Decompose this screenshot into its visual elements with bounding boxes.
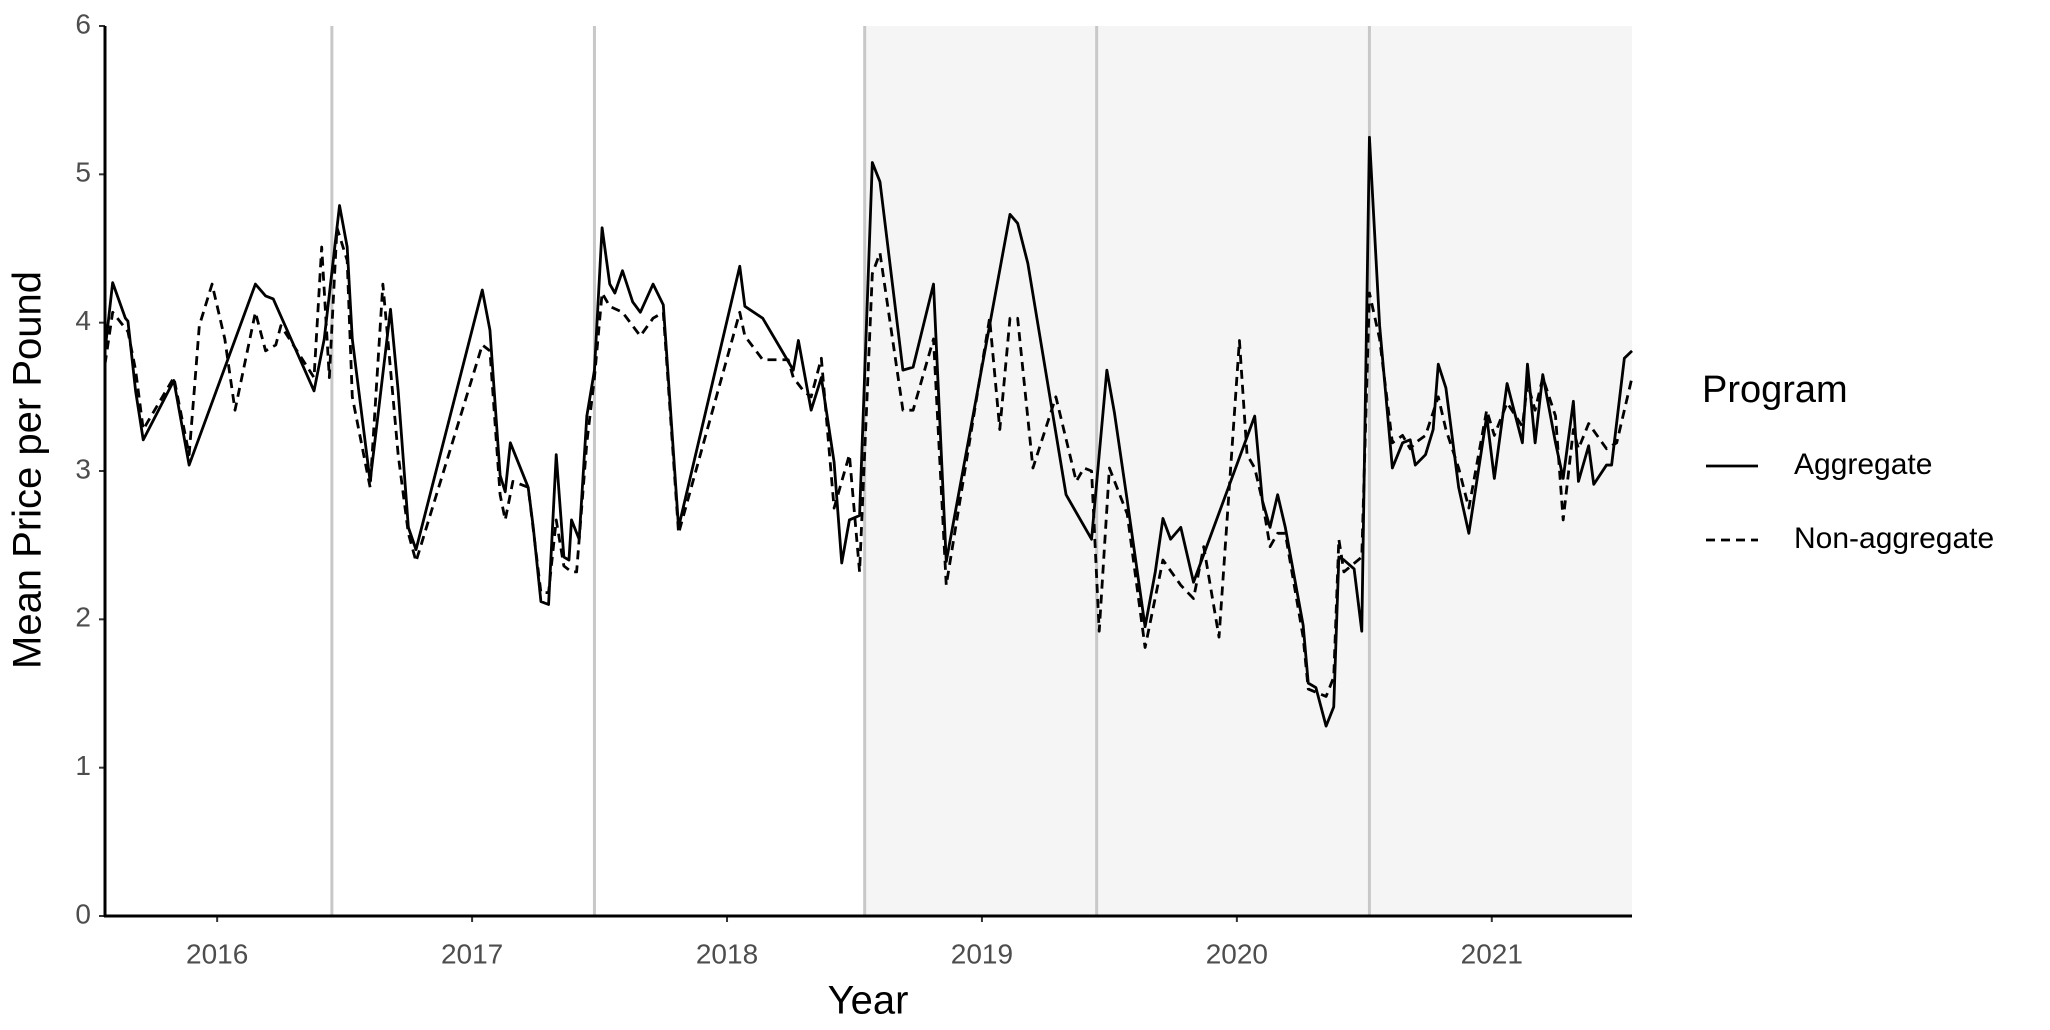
x-tick-label: 2021	[1461, 938, 1523, 969]
y-tick-label: 3	[75, 453, 91, 484]
y-tick-label: 1	[75, 750, 91, 781]
x-tick-label: 2016	[186, 938, 248, 969]
legend-label: Non-aggregate	[1794, 522, 1994, 555]
x-axis-title: Year	[828, 979, 909, 1023]
data-line	[103, 226, 1634, 698]
x-tick-label: 2020	[1206, 938, 1268, 969]
y-tick-label: 5	[75, 157, 91, 188]
y-axis-title: Mean Price per Pound	[6, 271, 50, 669]
y-tick-label: 4	[75, 305, 91, 336]
x-tick-label: 2018	[696, 938, 758, 969]
x-tick-label: 2017	[441, 938, 503, 969]
y-tick-label: 6	[75, 8, 91, 39]
x-tick-label: 2019	[951, 938, 1013, 969]
data-line	[103, 135, 1633, 728]
y-tick-label: 0	[75, 898, 91, 929]
shaded-region	[864, 26, 1632, 916]
legend-title: Program	[1702, 369, 1848, 411]
legend-label: Aggregate	[1794, 448, 1932, 481]
y-tick-label: 2	[75, 602, 91, 633]
